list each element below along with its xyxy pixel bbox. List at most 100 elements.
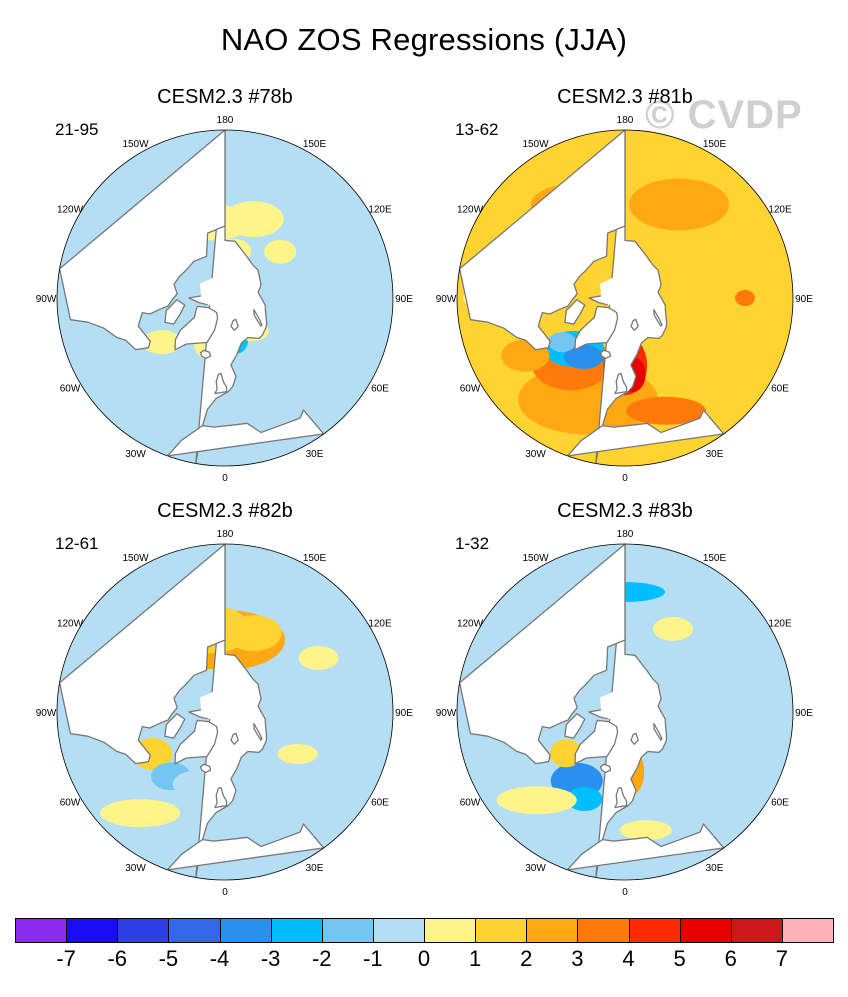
landmass-africa (166, 823, 325, 871)
colorbar-box (730, 918, 783, 943)
landmass-novaya (653, 309, 663, 327)
arctic-mask (600, 688, 646, 727)
arctic-mask (600, 274, 646, 313)
longitude-label: 60E (771, 384, 789, 395)
longitude-label: 60E (771, 798, 789, 809)
landmass-uk (614, 372, 628, 395)
panel-title: CESM2.3 #83b (557, 500, 693, 522)
longitude-label: 150E (703, 553, 727, 564)
colorbar-tick-label: 2 (520, 946, 533, 971)
figure-title: NAO ZOS Regressions (JJA) (220, 22, 628, 57)
panel-83b: CESM2.3 #83b 1-32 180 150E 120E 90E 60E 30E 0 3… (436, 500, 848, 922)
colorbar-tick-label: 6 (724, 946, 737, 971)
colorbar-tick-label: 7 (775, 946, 788, 971)
colorbar-box (526, 918, 579, 943)
longitude-label: 180 (217, 529, 234, 540)
panel-title: CESM2.3 #81b (557, 86, 693, 108)
longitude-label: 150E (303, 553, 327, 564)
longitude-label: 0 (222, 473, 228, 484)
colorbar-tick-label: 4 (622, 946, 635, 971)
colorbar-tick-label: -1 (363, 946, 383, 971)
landmass-uk (614, 786, 628, 809)
longitude-label: 150E (703, 139, 727, 150)
longitude-label: 60W (460, 384, 481, 395)
longitude-label: 0 (622, 887, 628, 898)
landmass-greenland (574, 305, 619, 351)
longitude-label: 120W (457, 619, 484, 630)
panel-title: CESM2.3 #82b (157, 500, 293, 522)
map-border (456, 129, 794, 467)
map-border (456, 543, 794, 881)
longitude-label: 120E (368, 205, 392, 216)
polar-map: 180 150E 120E 90E 60E 30E 0 30W 60W 90W 120W 150W (36, 529, 414, 898)
colorbar-box (15, 918, 68, 943)
colorbar-tick-label: -6 (107, 946, 128, 971)
longitude-label: 30W (125, 449, 146, 460)
landmass-svalbard (630, 318, 639, 331)
longitude-label: 90W (436, 294, 457, 305)
zos-anomaly-cell (653, 616, 693, 641)
panel-years: 21-95 (55, 120, 99, 139)
zos-anomaly-cell (100, 799, 181, 828)
landmass-novaya (253, 309, 263, 327)
landmass-iceland (199, 349, 212, 360)
landmass-novaya (253, 723, 263, 741)
panel-78b: CESM2.3 #78b 21-95 180 150E 120E 90E 60E 30E 0… (36, 86, 455, 508)
arctic-mask (200, 274, 246, 313)
landmass-baffin (564, 713, 586, 739)
panel-years: 13-62 (455, 120, 499, 139)
longitude-label: 0 (622, 473, 628, 484)
zos-anomaly-cell (563, 345, 604, 369)
landmass-africa (566, 409, 725, 457)
longitude-label: 150W (522, 139, 549, 150)
longitude-label: 90E (395, 708, 413, 719)
longitude-label: 150W (122, 553, 149, 564)
longitude-label: 30E (306, 863, 324, 874)
panel-82b: CESM2.3 #82b 12-61 180 150E 120E 90E 60E 30E 0… (36, 500, 455, 922)
longitude-label: 120E (768, 619, 792, 630)
longitude-label: 180 (617, 529, 634, 540)
landmass-svalbard (630, 732, 639, 745)
landmass-baffin (164, 299, 186, 325)
colorbar-tick-label: 5 (673, 946, 686, 971)
zos-anomaly-cell (142, 330, 183, 355)
longitude-label: 90E (795, 708, 813, 719)
zos-anomaly-cell (223, 201, 284, 238)
zos-anomaly-cell (566, 787, 603, 811)
landmass-iceland (599, 763, 612, 774)
colorbar-box (66, 918, 119, 943)
longitude-label: 30W (525, 449, 546, 460)
zos-anomaly-cell (629, 178, 729, 231)
landmass-namerica (58, 544, 226, 765)
zos-anomaly-cell (496, 786, 577, 815)
longitude-label: 60E (371, 384, 389, 395)
zos-anomaly-cell (626, 396, 706, 425)
longitude-label: 120E (368, 619, 392, 630)
zos-anomaly-cell (619, 820, 672, 841)
landmass-uk (214, 786, 228, 809)
colorbar-tick-label: -5 (158, 946, 179, 971)
longitude-label: 150W (122, 139, 149, 150)
longitude-label: 60W (60, 798, 81, 809)
zos-anomaly-cell (735, 290, 755, 306)
longitude-label: 30W (125, 863, 146, 874)
colorbar (15, 918, 834, 943)
arctic-mask (200, 688, 246, 727)
longitude-label: 120E (768, 205, 792, 216)
longitude-label: 120W (57, 619, 84, 630)
longitude-label: 90E (795, 294, 813, 305)
map-border (56, 543, 394, 881)
landmass-africa (566, 823, 725, 871)
panel-81b: CESM2.3 #81b 13-62 180 150E 120E 90E 60E 30E 0… (436, 86, 848, 508)
landmass-namerica (458, 130, 626, 351)
zos-anomaly-cell (548, 332, 577, 353)
colorbar-tick-label: -2 (311, 946, 332, 971)
colorbar-box (781, 918, 834, 943)
longitude-label: 60E (371, 798, 389, 809)
landmass-uk (214, 372, 228, 395)
map-border (56, 129, 394, 467)
longitude-label: 180 (217, 115, 234, 126)
colorbar-tick-label: -3 (260, 946, 281, 971)
landmass-namerica (458, 544, 626, 765)
landmass-namerica (58, 130, 226, 351)
